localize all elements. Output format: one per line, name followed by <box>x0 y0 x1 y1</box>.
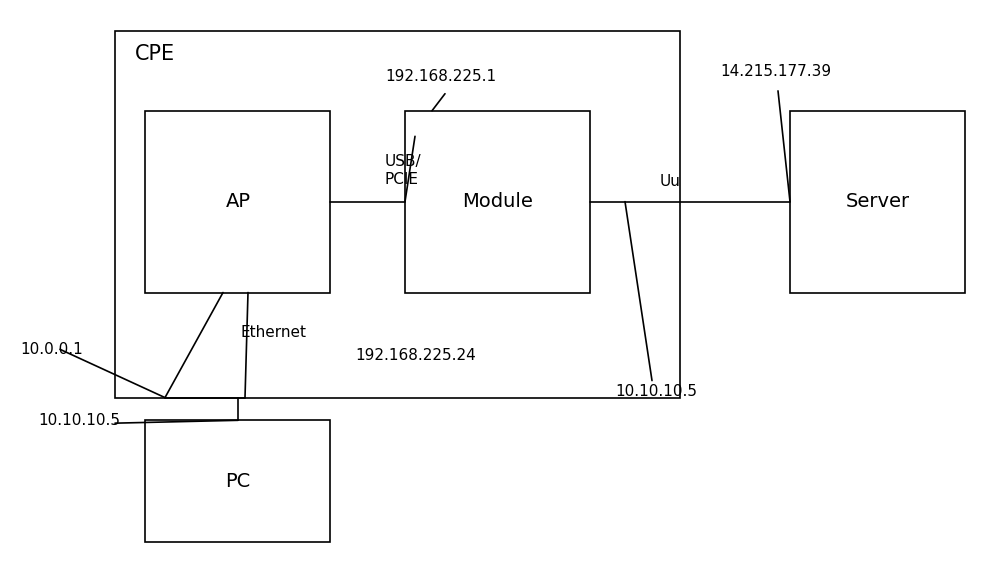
Text: 10.10.10.5: 10.10.10.5 <box>615 385 697 399</box>
Text: PC: PC <box>225 472 251 491</box>
Bar <box>145 420 330 542</box>
Text: CPE: CPE <box>135 44 175 64</box>
Text: 14.215.177.39: 14.215.177.39 <box>720 64 831 78</box>
Text: 10.0.0.1: 10.0.0.1 <box>20 342 83 357</box>
Text: 192.168.225.24: 192.168.225.24 <box>355 348 476 362</box>
Text: USB/
PCIE: USB/ PCIE <box>385 154 422 187</box>
Bar <box>405 111 590 293</box>
Text: AP: AP <box>226 192 250 211</box>
Bar <box>790 111 965 293</box>
Text: Module: Module <box>463 192 533 211</box>
Bar <box>145 111 330 293</box>
Text: Ethernet: Ethernet <box>240 325 306 340</box>
Text: Server: Server <box>846 192 910 211</box>
Text: 192.168.225.1: 192.168.225.1 <box>385 69 496 84</box>
Text: Uu: Uu <box>660 174 681 189</box>
Text: 10.10.10.5: 10.10.10.5 <box>38 413 120 428</box>
Bar <box>115 31 680 398</box>
